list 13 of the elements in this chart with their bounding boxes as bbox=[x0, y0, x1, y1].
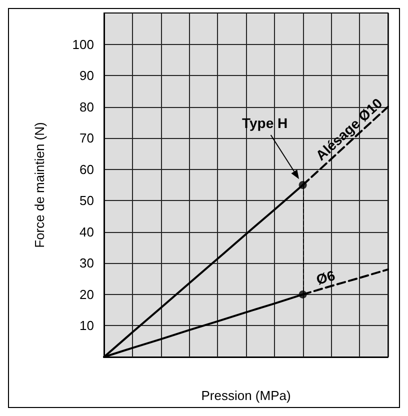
y-tick-label: 60 bbox=[80, 162, 94, 177]
y-axis-title: Force de maintien (N) bbox=[32, 122, 47, 248]
y-tick-label: 90 bbox=[80, 68, 94, 84]
y-tick-label: 80 bbox=[80, 99, 94, 114]
y-tick-label: 30 bbox=[80, 256, 94, 271]
y-tick-label: 10 bbox=[80, 318, 94, 334]
x-axis-title: Pression (MPa) bbox=[201, 388, 291, 403]
y-tick-label: 70 bbox=[80, 130, 94, 146]
y-tick-label: 50 bbox=[80, 193, 94, 208]
y-tick-label: 40 bbox=[80, 224, 94, 240]
y-tick-label: 20 bbox=[80, 286, 94, 302]
y-tick-label: 100 bbox=[72, 36, 94, 52]
annotation: Ø6 bbox=[314, 266, 337, 288]
